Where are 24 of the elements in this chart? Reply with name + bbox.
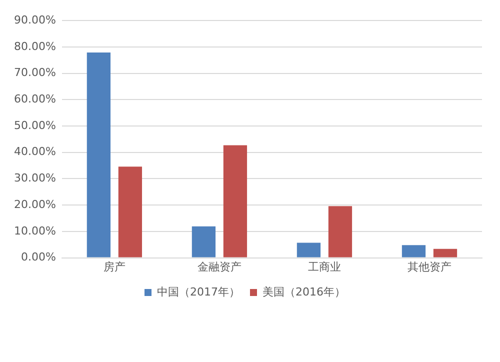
x-tick-label: 其他资产 bbox=[407, 260, 452, 274]
bar bbox=[192, 226, 216, 258]
y-tick-label: 80.00% bbox=[14, 40, 56, 53]
bar bbox=[433, 248, 458, 258]
y-tick-label: 30.00% bbox=[14, 172, 56, 185]
bar bbox=[86, 52, 111, 258]
x-tick-label: 金融资产 bbox=[197, 260, 242, 274]
bar bbox=[118, 166, 142, 258]
bar bbox=[328, 206, 352, 258]
bar bbox=[296, 242, 321, 258]
y-tick-label: 0.00% bbox=[20, 250, 56, 264]
y-tick-label: 20.00% bbox=[14, 198, 56, 211]
legend-label: 中国（2017年） bbox=[157, 285, 240, 298]
bar bbox=[223, 145, 248, 258]
y-tick-label: 40.00% bbox=[14, 145, 56, 158]
x-tick-label: 房产 bbox=[103, 260, 126, 274]
bar bbox=[402, 245, 426, 258]
y-tick-label: 90.00% bbox=[14, 13, 56, 26]
legend-label: 美国（2016年） bbox=[262, 285, 346, 298]
y-tick-label: 50.00% bbox=[14, 118, 56, 132]
y-tick-label: 60.00% bbox=[14, 92, 56, 106]
x-tick-label: 工商业 bbox=[308, 260, 341, 274]
y-tick-label: 10.00% bbox=[14, 224, 56, 238]
y-tick-label: 70.00% bbox=[14, 66, 56, 80]
